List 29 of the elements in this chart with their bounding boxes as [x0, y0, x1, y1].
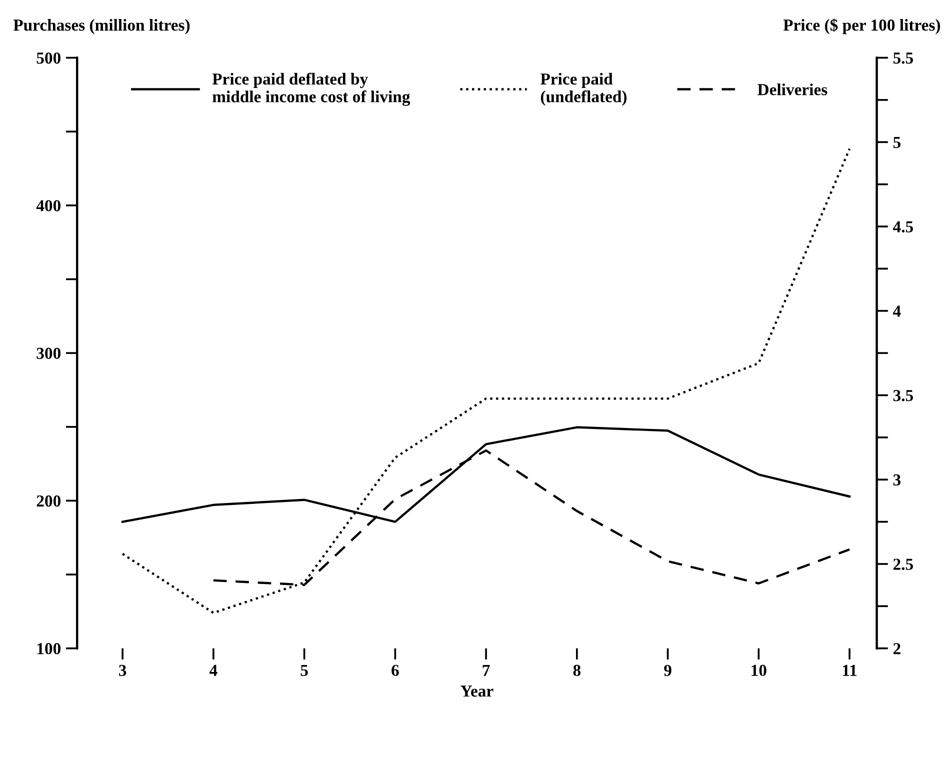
x-tick-label: 9 [664, 664, 672, 676]
y-tick-label: 500 [36, 52, 61, 64]
y-tick-label: 200 [36, 495, 61, 507]
y-tick-label: 100 [37, 643, 61, 654]
y-tick-label: 300 [36, 348, 61, 359]
x-tick-label: 5 [300, 664, 308, 676]
y2-tick-label: 5.5 [893, 52, 913, 64]
x-tick-label: 8 [573, 664, 581, 676]
x-axis-title: Year [460, 686, 494, 697]
line-series [121, 148, 851, 614]
legend-label: Deliveries [758, 84, 828, 96]
legend-label: Price paid (undeflated) [540, 72, 627, 106]
x-tick-label: 4 [209, 664, 218, 676]
x-tick-label: 10 [752, 664, 766, 676]
x-tick-label: 7 [482, 664, 490, 676]
y-axis-title: Purchases (million litres) [13, 19, 190, 34]
y2-tick-label: 2 [893, 643, 900, 654]
y2-tick-label: 3 [893, 474, 901, 486]
y-tick-label: 400 [36, 200, 61, 212]
y2-tick-label: 2.5 [893, 558, 913, 570]
y2-tick-label: 5 [893, 136, 900, 148]
legend-label: Price paid deflated by middle income cost of living [212, 72, 410, 106]
y2-tick-label: 3.5 [893, 390, 913, 402]
x-tick-label: 6 [392, 664, 399, 676]
x-tick-label: 11 [842, 664, 857, 676]
y2-tick-label: 4.5 [892, 221, 913, 233]
y2-tick-label: 4 [892, 306, 901, 317]
x-tick-label: 3 [119, 664, 126, 676]
y2-axis-title: Price ($ per 100 litres) [783, 18, 940, 34]
